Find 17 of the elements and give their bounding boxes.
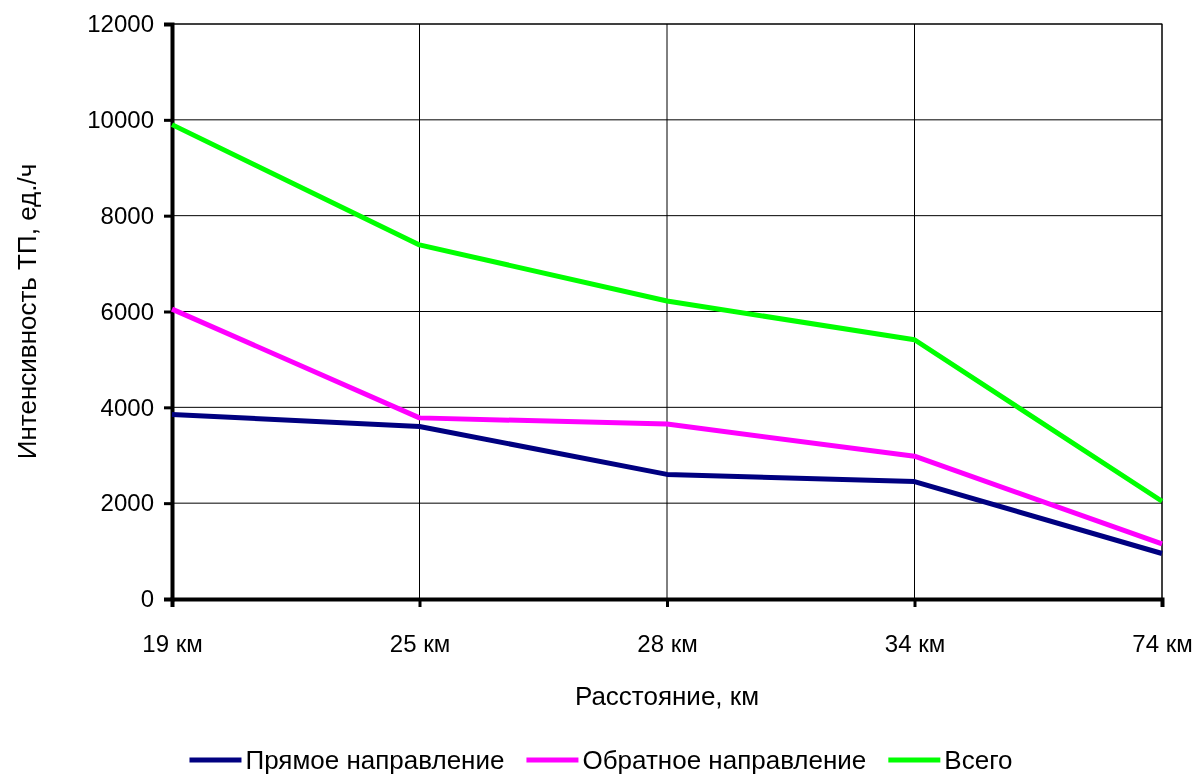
legend-label: Обратное направление [582, 745, 867, 775]
x-tick-label: 19 км [142, 630, 203, 658]
y-axis-title: Интенсивность ТП, ед./ч [12, 163, 42, 460]
x-tick-label: 28 км [637, 630, 698, 658]
y-tick-label: 8000 [100, 201, 154, 229]
y-tick-label: 4000 [100, 393, 154, 421]
y-tick-label: 6000 [100, 297, 154, 325]
legend-label: Прямое направление [245, 745, 505, 775]
x-tick-label: 34 км [884, 630, 946, 658]
y-tick-label: 0 [140, 585, 154, 613]
y-tick-label: 2000 [100, 489, 154, 517]
y-tick-label: 10000 [87, 106, 154, 134]
legend-label: Всего [944, 745, 1013, 775]
y-tick-label: 12000 [87, 10, 154, 38]
x-tick-label: 74 км [1132, 630, 1193, 658]
x-axis-title: Расстояние, км [574, 681, 760, 711]
x-tick-label: 25 км [389, 630, 451, 658]
